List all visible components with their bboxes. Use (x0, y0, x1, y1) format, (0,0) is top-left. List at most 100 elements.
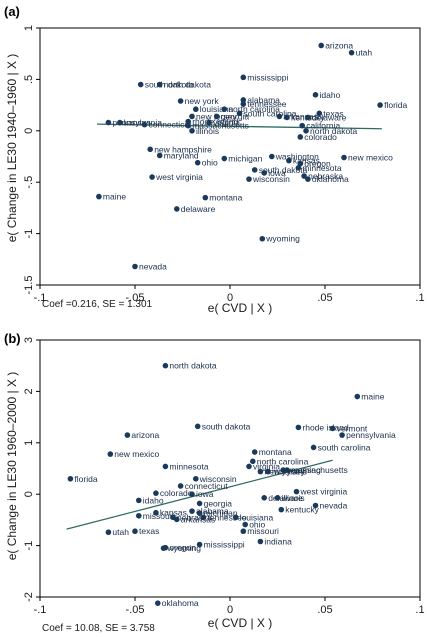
scatter-point-label: delaware (181, 204, 216, 214)
scatter-point-label: wyoming (167, 543, 202, 553)
scatter-point-label: nevada (139, 261, 167, 271)
scatter-point-label: arkansas (181, 514, 216, 524)
scatter-point (200, 514, 207, 521)
scatter-point (284, 114, 290, 121)
scatter-point-label: kentucky (285, 505, 319, 515)
scatter-point-label: north dakota (164, 80, 212, 90)
scatter-point-label: virginia (253, 461, 280, 471)
scatter-point (189, 508, 195, 514)
scatter-point (136, 512, 142, 519)
scatter-point (269, 153, 275, 160)
panel-b-x-axis: -.1 -.05 0 .05 .1 (34, 597, 425, 616)
scatter-point (310, 444, 317, 451)
scatter-point (240, 97, 247, 103)
scatter-point-label: new mexico (114, 449, 159, 459)
scatter-point-label: south dakota (259, 165, 308, 175)
scatter-point-label: montana (259, 447, 292, 457)
panel-a-coefficient-note: Coef =0.216, SE = 1.301 (42, 299, 153, 310)
y-tick-label: -1.5 (23, 276, 35, 295)
scatter-point-label: nebraska (177, 512, 212, 522)
scatter-point-label: oklahoma (312, 174, 349, 184)
scatter-point-label: missouri (143, 511, 175, 521)
scatter-point-label: virginia (213, 118, 240, 128)
panel-a-label: (a) (4, 4, 20, 19)
scatter-point-label: kansas (160, 508, 187, 518)
x-tick-label: 0 (227, 292, 233, 304)
scatter-point-label: minnesota (169, 461, 208, 471)
scatter-point (193, 106, 199, 113)
scatter-point (295, 424, 302, 431)
scatter-point (155, 600, 161, 606)
scatter-point-label: rhode island (192, 117, 239, 127)
scatter-point-label: nevada (320, 501, 348, 511)
scatter-point (153, 490, 159, 496)
panel-b: (b) -2 -1 0 1 2 3 -.1 -.05 0 .05 .1 e( Change in … (4, 331, 425, 634)
scatter-point (160, 545, 167, 551)
scatter-point (189, 491, 195, 498)
scatter-point (162, 463, 169, 470)
scatter-point-label: wisconsin (252, 174, 290, 184)
scatter-point-label: alabama (247, 95, 280, 105)
panel-b-plot-frame (39, 339, 421, 598)
scatter-point (196, 500, 203, 507)
scatter-point (312, 502, 319, 509)
scatter-point (96, 193, 102, 200)
scatter-point (303, 128, 309, 134)
scatter-point-label: ohio (202, 158, 218, 168)
scatter-point-label: mississippi (204, 540, 245, 550)
scatter-point (274, 494, 281, 501)
scatter-point-label: wyoming (265, 234, 300, 244)
scatter-point-label: connecticut (185, 481, 229, 491)
x-tick-label: .1 (415, 604, 424, 616)
scatter-point (153, 509, 159, 516)
scatter-point (174, 206, 180, 212)
scatter-point-label: wyoming (286, 465, 321, 475)
scatter-point-label: north dakota (169, 361, 217, 371)
scatter-point-label: massachusetts (192, 121, 249, 131)
scatter-point (162, 362, 169, 369)
scatter-point-label: wisconsin (199, 474, 237, 484)
scatter-point-label: utah (356, 48, 373, 58)
y-tick-label: 1 (23, 440, 35, 446)
scatter-point-label: maine (361, 392, 384, 402)
scatter-point-label: south carolina (318, 442, 371, 452)
scatter-point (257, 468, 264, 475)
scatter-point (194, 423, 201, 430)
scatter-point (295, 165, 302, 171)
scatter-point-label: michigan (204, 508, 238, 518)
scatter-point (193, 475, 199, 482)
scatter-point-label: florida (74, 474, 97, 484)
x-tick-label: .1 (415, 292, 424, 304)
scatter-point-label: pennsylvania (112, 118, 162, 128)
y-tick-label: 2 (23, 388, 35, 394)
scatter-point (105, 529, 112, 536)
x-tick-label: -.1 (34, 292, 47, 304)
scatter-point-label: maryland (272, 467, 307, 477)
scatter-point-label: delaware (268, 493, 303, 503)
scatter-point (286, 157, 292, 164)
scatter-point-label: idaho (143, 495, 164, 505)
x-tick-label: -.05 (126, 292, 145, 304)
scatter-point (236, 110, 243, 117)
scatter-point (136, 497, 142, 504)
scatter-point (246, 176, 252, 182)
x-tick-label: 0 (227, 604, 233, 616)
scatter-point-label: colorado (160, 488, 193, 498)
scatter-point-label: louisiana (200, 104, 234, 114)
scatter-point (141, 121, 148, 128)
scatter-point-label: colorado (304, 132, 337, 142)
scatter-point (177, 483, 184, 489)
scatter-point (221, 155, 228, 162)
scatter-point-label: mississippi (247, 72, 288, 82)
scatter-point-label: michigan (228, 154, 262, 164)
panel-b-label: (b) (4, 331, 21, 346)
scatter-point-label: tennessee (207, 512, 246, 522)
scatter-point-label: north carolina (257, 456, 309, 466)
scatter-point-label: illinois (196, 126, 219, 136)
scatter-point-label: north carolina (228, 104, 280, 114)
scatter-point (278, 506, 285, 513)
y-tick-label: -.5 (23, 176, 35, 189)
y-tick-label: -1 (23, 229, 35, 239)
scatter-point-label: massachusetts (291, 465, 348, 475)
